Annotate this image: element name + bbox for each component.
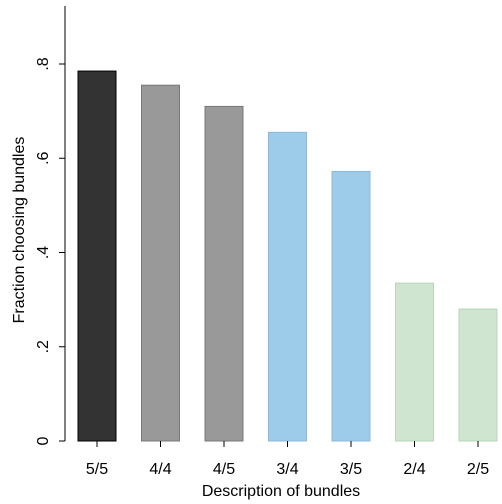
y-tick-label: .2	[35, 340, 52, 353]
x-tick-label: 4/4	[149, 461, 171, 478]
bar-2-of-5	[459, 309, 497, 441]
y-tick-label: .4	[35, 246, 52, 259]
bar-3-of-5	[332, 171, 370, 441]
y-axis: 0 .2 .4 .6 .8	[35, 6, 65, 445]
x-tick-label: 2/4	[403, 461, 425, 478]
bars	[78, 71, 497, 441]
x-tick-label: 2/5	[467, 461, 489, 478]
y-tick-label: .6	[35, 151, 52, 164]
y-axis-label: Fraction choosing bundles	[11, 137, 28, 324]
x-tick-labels: 5/5 4/4 4/5 3/4 3/5 2/4 2/5	[86, 441, 489, 478]
bar-3-of-4	[269, 132, 307, 441]
bar-2-of-4	[396, 283, 434, 441]
y-tick-label: .8	[35, 57, 52, 70]
x-tick-label: 3/5	[340, 461, 362, 478]
bar-4-of-5	[205, 106, 243, 441]
y-tick-label: 0	[35, 436, 52, 445]
x-tick-label: 3/4	[276, 461, 298, 478]
x-tick-label: 4/5	[213, 461, 235, 478]
x-tick-label: 5/5	[86, 461, 108, 478]
bar-5-of-5	[78, 71, 116, 441]
bar-4-of-4	[142, 85, 180, 441]
x-axis-label: Description of bundles	[202, 483, 360, 500]
